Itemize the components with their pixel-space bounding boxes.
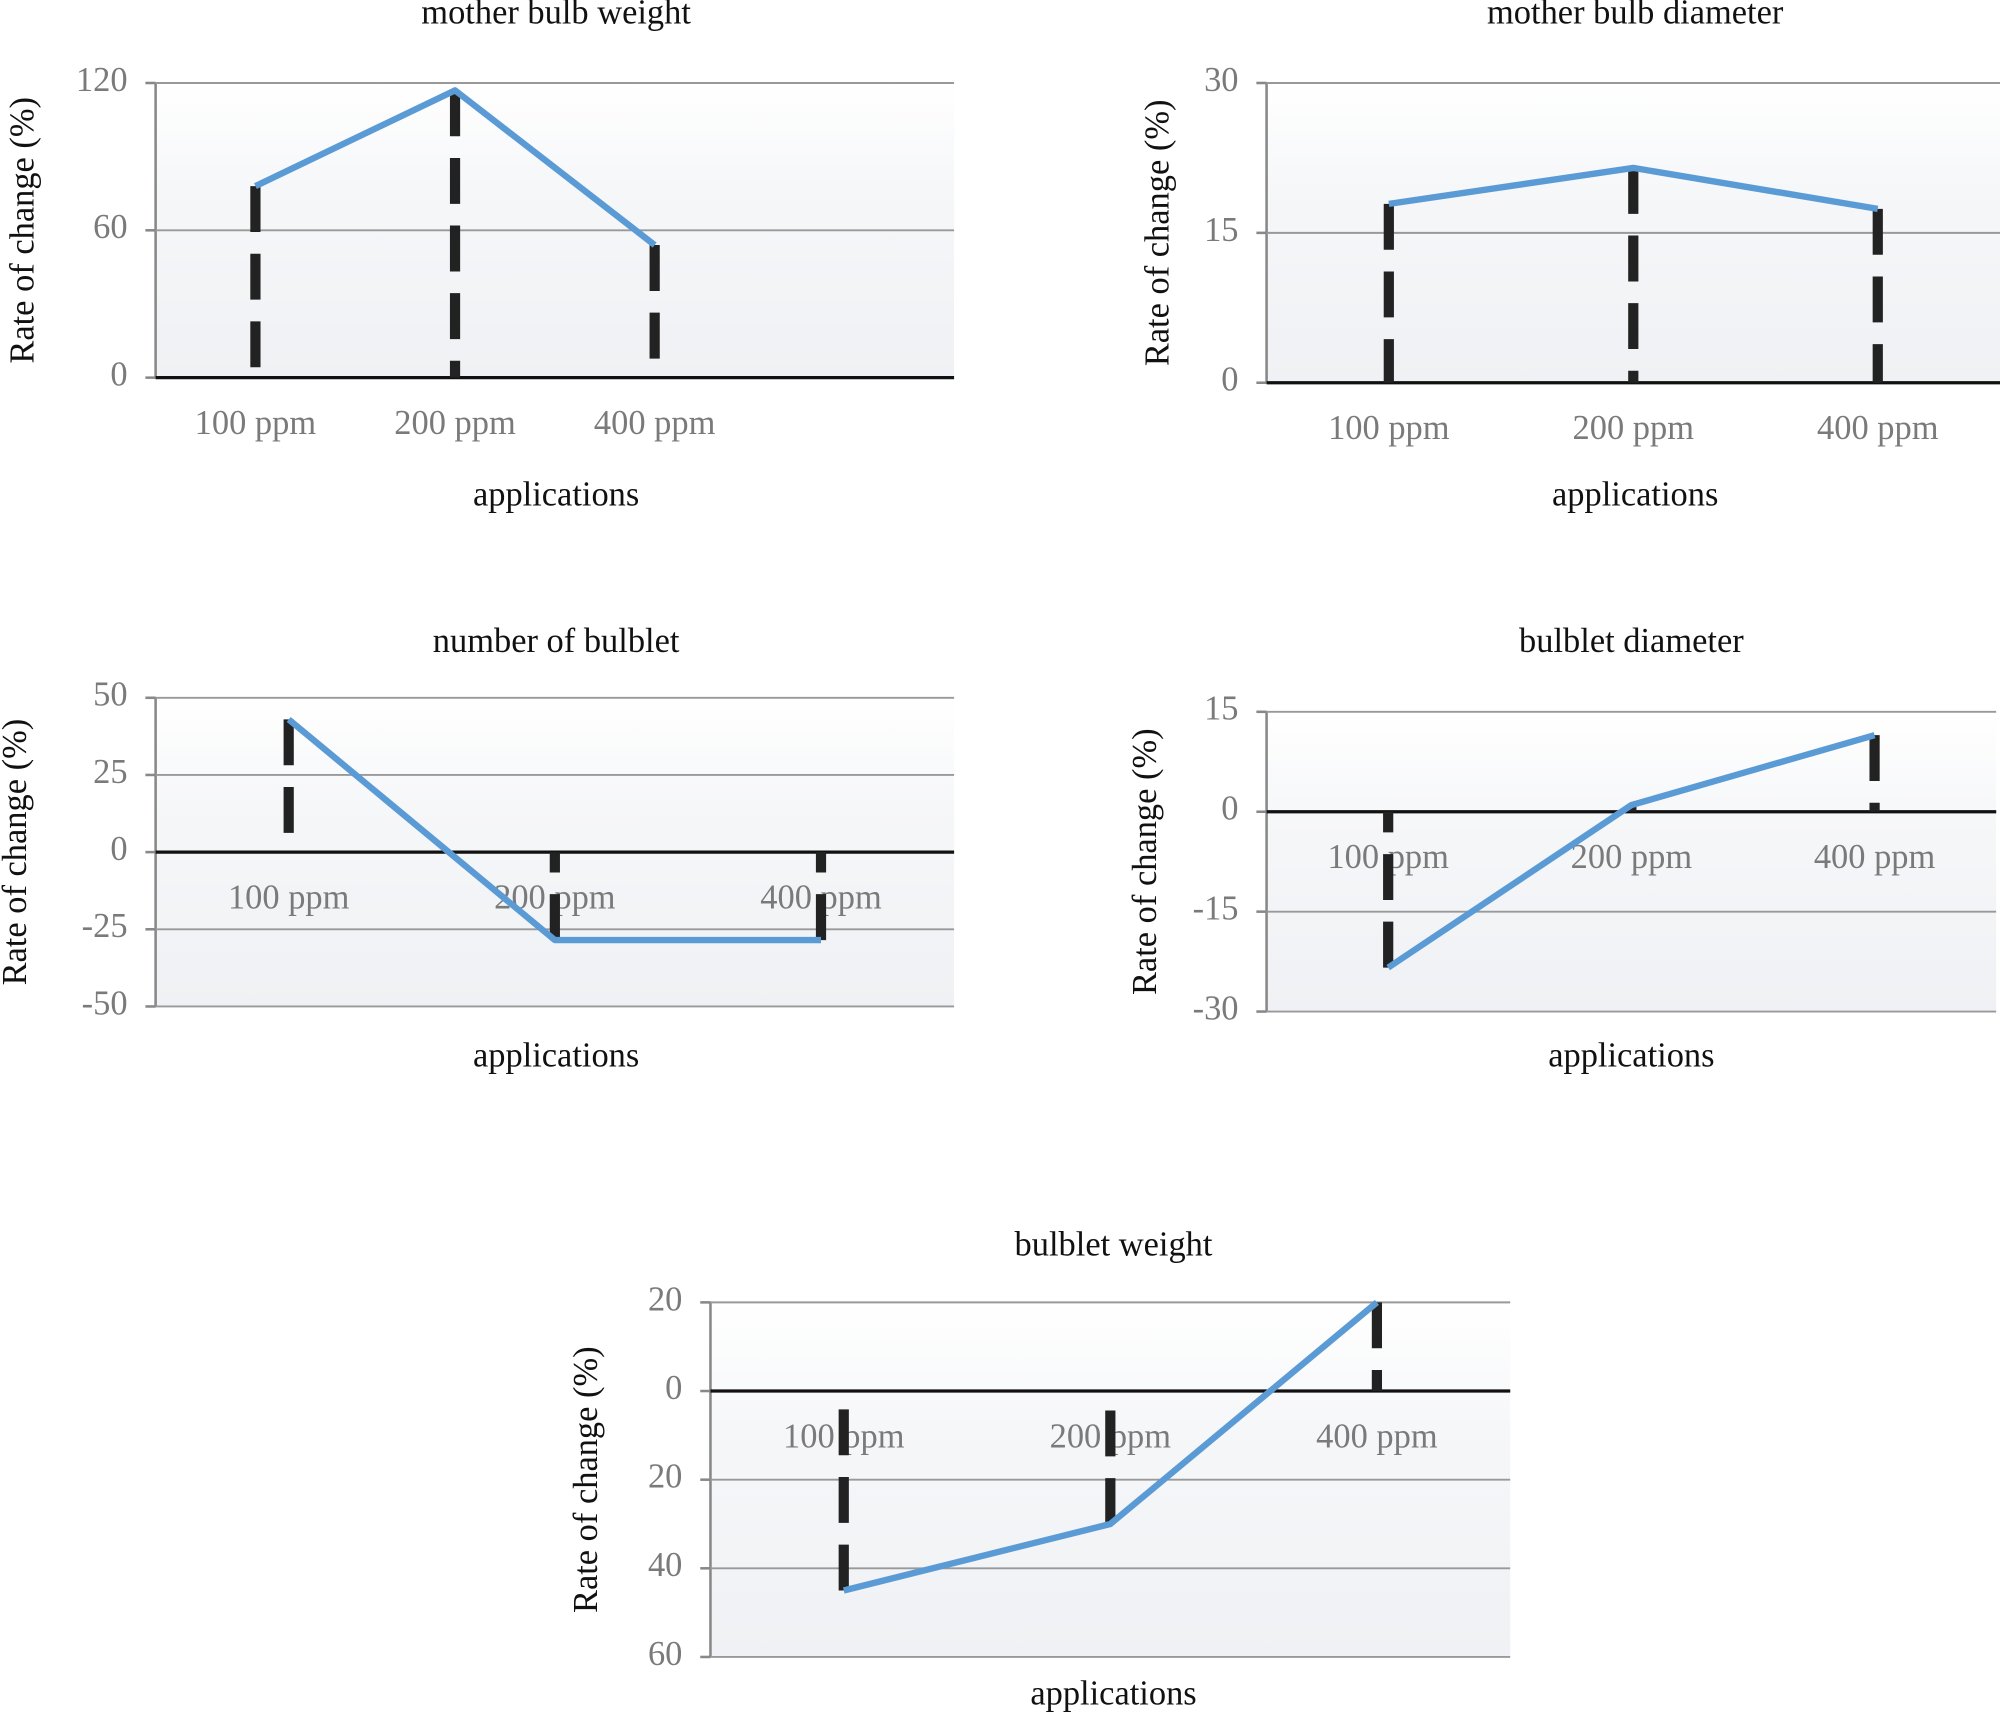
data-line xyxy=(254,87,657,248)
y-tick-label: 20 xyxy=(648,1458,682,1496)
y-axis-label: Rate of change (%) xyxy=(1139,100,1177,367)
chart-title: bulblet diameter xyxy=(1519,622,1744,660)
y-tick-label: 20 xyxy=(648,1280,682,1318)
y-tick-label: 0 xyxy=(110,356,127,394)
x-tick-label: 400 ppm xyxy=(594,404,716,442)
y-tick-label: 0 xyxy=(665,1369,682,1407)
x-tick-label: 400 ppm xyxy=(1316,1417,1438,1455)
x-tick-label: 200 ppm xyxy=(1573,409,1695,447)
data-line xyxy=(286,716,822,944)
x-tick-label: 400 ppm xyxy=(1814,838,1936,876)
y-tick-label: 0 xyxy=(110,830,127,868)
y-tick-label: 25 xyxy=(93,753,127,791)
x-axis-label: applications xyxy=(1552,475,1718,513)
y-tick-label: 60 xyxy=(93,208,127,246)
data-line xyxy=(1386,732,1876,971)
y-tick-label: 50 xyxy=(93,676,127,714)
y-tick-label: -50 xyxy=(82,984,128,1022)
x-tick-label: 400 ppm xyxy=(1817,409,1939,447)
y-tick-label: 40 xyxy=(648,1546,682,1584)
x-tick-label: 100 ppm xyxy=(1328,409,1450,447)
x-tick-label: 100 ppm xyxy=(228,878,350,916)
chart-title: mother bulb diameter xyxy=(1487,0,1784,31)
x-axis-label: applications xyxy=(473,1037,639,1075)
y-axis-label: Rate of change (%) xyxy=(1126,728,1164,995)
x-axis-label: applications xyxy=(473,475,639,513)
chart-title: mother bulb weight xyxy=(421,0,691,31)
y-tick-label: 15 xyxy=(1204,211,1238,249)
chart-title: number of bulblet xyxy=(433,622,680,660)
x-tick-label: 200 ppm xyxy=(1571,838,1693,876)
y-tick-label: -25 xyxy=(82,907,128,945)
x-axis-label: applications xyxy=(1548,1037,1714,1075)
y-tick-label: 15 xyxy=(1204,690,1238,728)
x-tick-label: 100 ppm xyxy=(195,404,317,442)
chart-title: bulblet weight xyxy=(1015,1225,1213,1263)
y-tick-label: 0 xyxy=(1221,790,1238,828)
x-tick-label: 200 ppm xyxy=(394,404,516,442)
y-tick-label: -30 xyxy=(1193,989,1239,1027)
y-tick-label: -15 xyxy=(1193,890,1239,928)
y-axis-label: Rate of change (%) xyxy=(0,719,34,986)
y-tick-label: 120 xyxy=(76,61,128,99)
x-axis-label: applications xyxy=(1030,1674,1196,1712)
y-tick-label: 0 xyxy=(1221,361,1238,399)
y-axis-label: Rate of change (%) xyxy=(567,1346,605,1613)
y-tick-label: 30 xyxy=(1204,61,1238,99)
data-line xyxy=(1388,164,1879,213)
y-axis-label: Rate of change (%) xyxy=(3,97,41,364)
data-line xyxy=(842,1299,1379,1594)
y-tick-label: 60 xyxy=(648,1635,682,1673)
